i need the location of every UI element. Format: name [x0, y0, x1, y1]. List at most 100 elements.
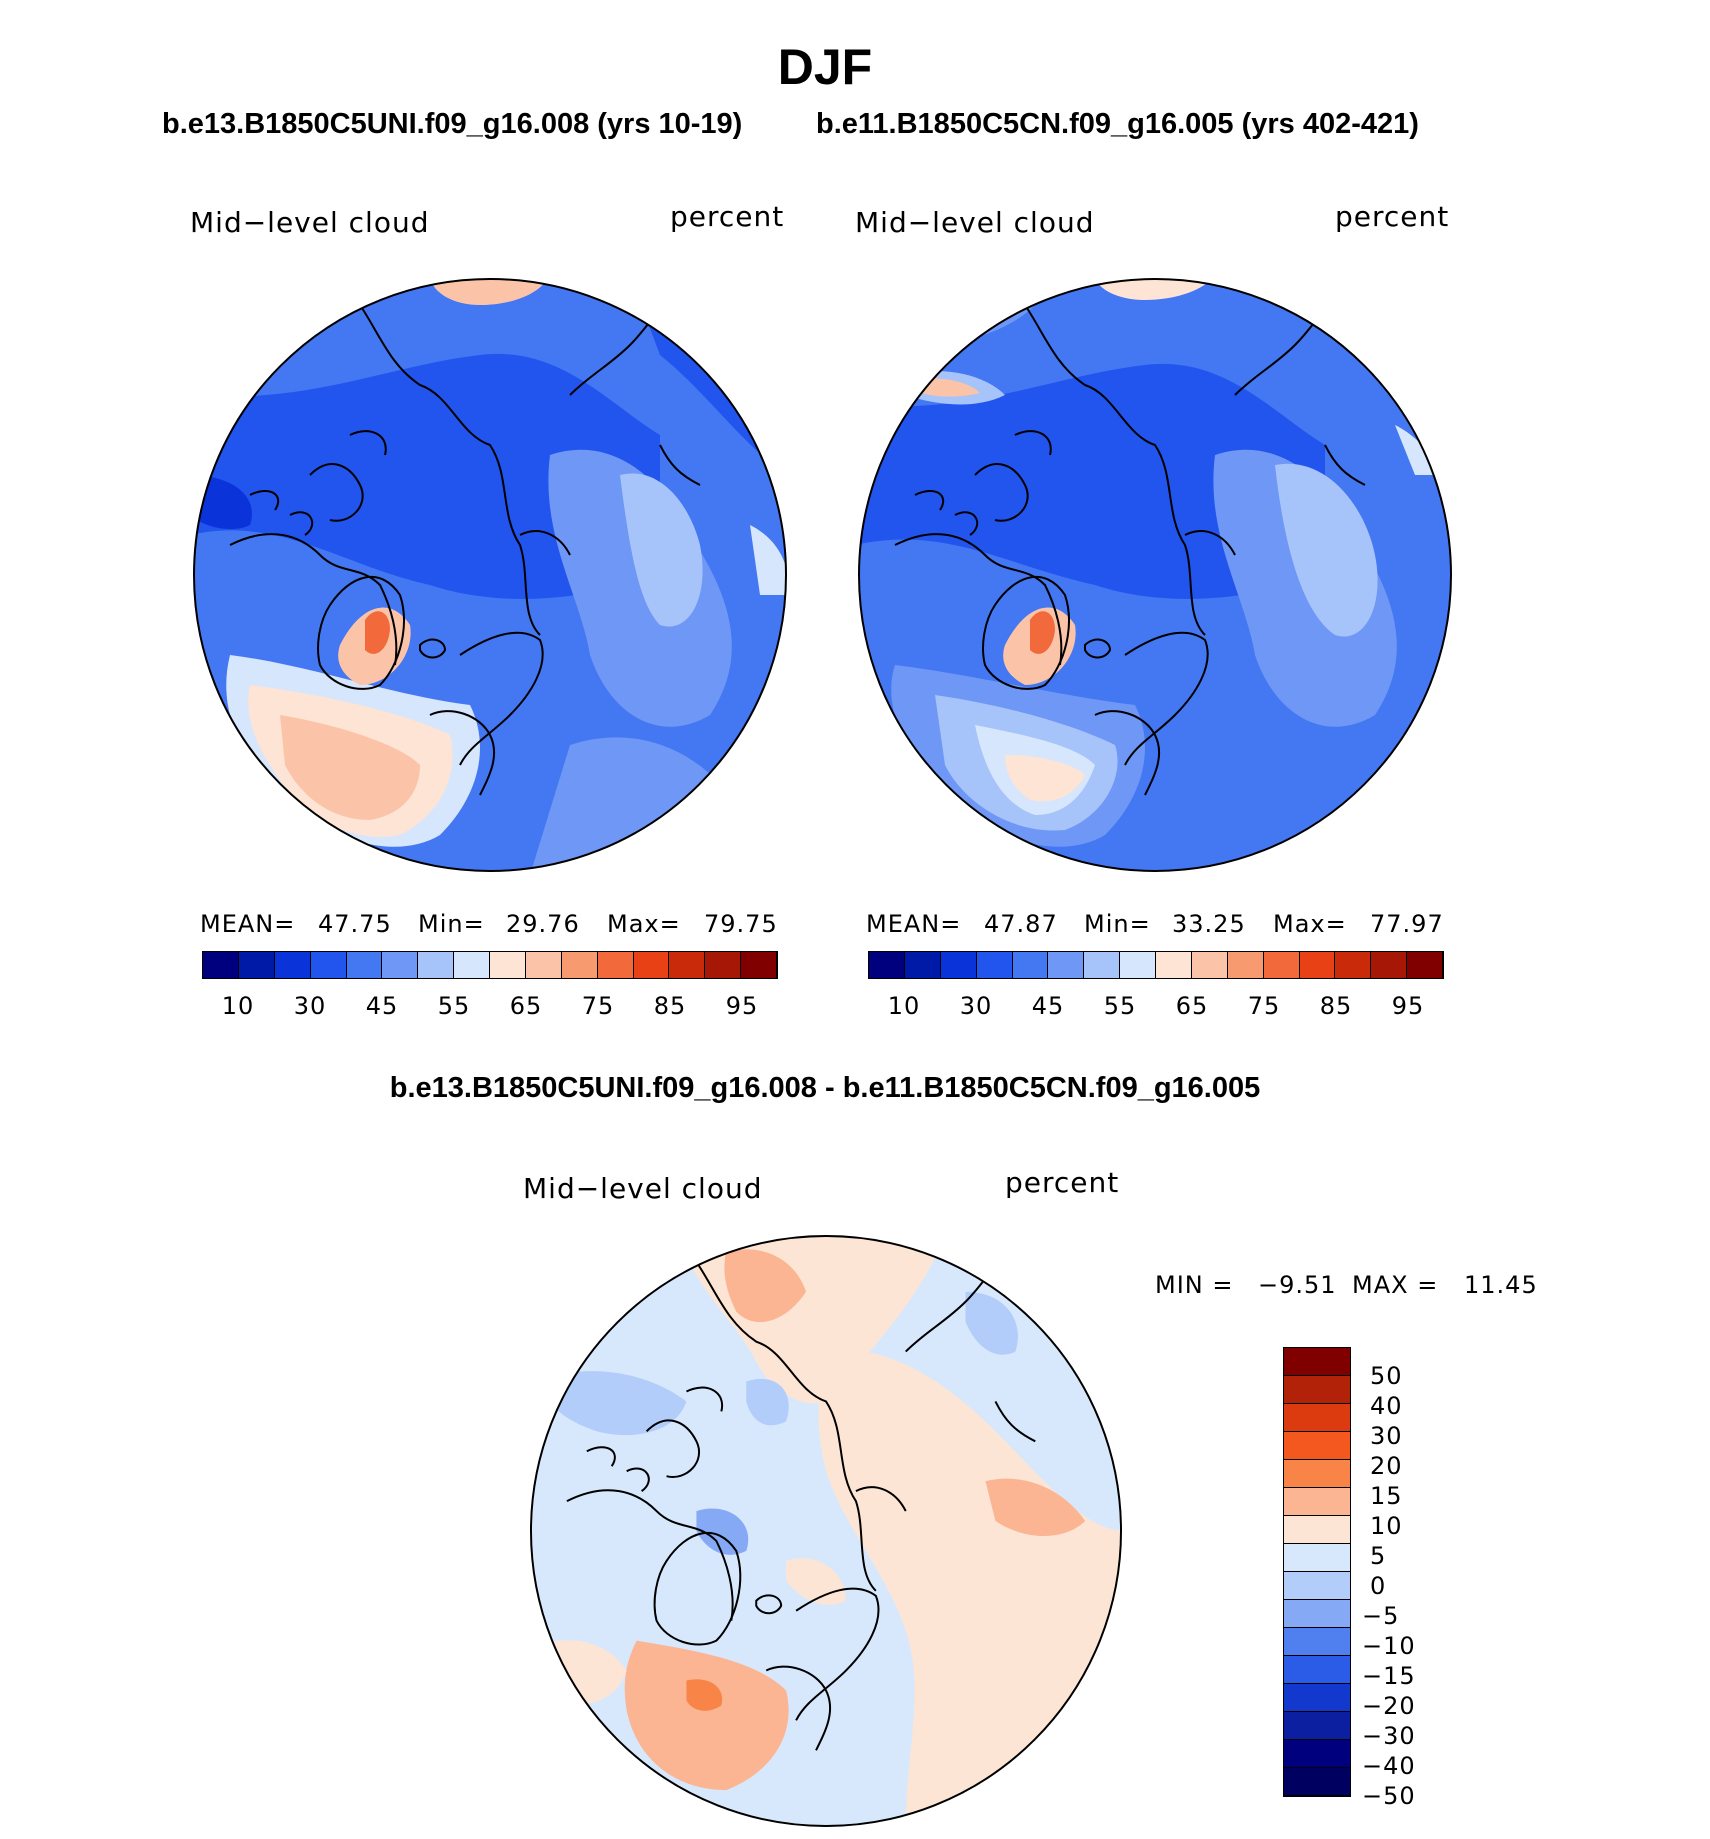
colorbar-cell [976, 952, 1013, 978]
panel-b-colorbar-tick: 55 [1103, 992, 1137, 1020]
panel-b-min-value: 33.25 [1172, 910, 1246, 938]
difference-colorbar-tick: 10 [1370, 1512, 1403, 1540]
difference-units-label: percent [1005, 1166, 1120, 1199]
difference-colorbar-tick: 40 [1370, 1392, 1403, 1420]
difference-colorbar [1283, 1347, 1351, 1797]
panel-a-colorbar-tick: 30 [293, 992, 327, 1020]
panel-a-mean-value: 47.75 [318, 910, 392, 938]
colorbar-cell [418, 952, 455, 978]
colorbar-cell [1371, 952, 1408, 978]
panel-a-variable-label: Mid−level cloud [190, 206, 430, 239]
panel-a-colorbar-tick: 85 [653, 992, 687, 1020]
difference-min-label: MIN = [1155, 1271, 1234, 1299]
colorbar-cell [1048, 952, 1085, 978]
panel-a-mean-label: MEAN= [200, 910, 296, 938]
colorbar-cell [274, 952, 311, 978]
difference-colorbar-tick: 50 [1370, 1362, 1403, 1390]
difference-colorbar-tick: −20 [1362, 1692, 1416, 1720]
panel-b-colorbar-tick: 75 [1247, 992, 1281, 1020]
panel-a-min-label: Min= [418, 910, 485, 938]
colorbar-cell [1284, 1656, 1350, 1684]
panel-b-min-label: Min= [1084, 910, 1151, 938]
colorbar-cell [238, 952, 275, 978]
colorbar-cell [1227, 952, 1264, 978]
colorbar-cell [1284, 1684, 1350, 1712]
panel-a-units-label: percent [670, 200, 785, 233]
colorbar-cell [1156, 952, 1192, 978]
panel-b-mean-value: 47.87 [984, 910, 1058, 938]
colorbar-cell [597, 952, 634, 978]
difference-map [529, 1234, 1123, 1828]
panel-b-units-label: percent [1335, 200, 1450, 233]
difference-max-label: MAX = [1352, 1271, 1439, 1299]
difference-colorbar-tick: 20 [1370, 1452, 1403, 1480]
colorbar-cell [705, 952, 742, 978]
panel-b-mean-label: MEAN= [866, 910, 962, 938]
colorbar-cell [1299, 952, 1336, 978]
colorbar-cell [1012, 952, 1049, 978]
difference-colorbar-tick: −10 [1362, 1632, 1416, 1660]
colorbar-cell [1284, 1768, 1350, 1796]
panel-a-map [193, 278, 787, 872]
colorbar-cell [1084, 952, 1121, 978]
panel-b-max-value: 77.97 [1370, 910, 1444, 938]
difference-max-value: 11.45 [1464, 1271, 1538, 1299]
panel-b-variable-label: Mid−level cloud [855, 206, 1095, 239]
colorbar-cell [1284, 1348, 1350, 1376]
colorbar-cell [869, 952, 905, 978]
colorbar-cell [669, 952, 706, 978]
colorbar-cell [490, 952, 526, 978]
colorbar-cell [1284, 1488, 1350, 1516]
panel-a-colorbar-tick: 95 [725, 992, 759, 1020]
panel-b-max-label: Max= [1273, 910, 1347, 938]
colorbar-cell [904, 952, 941, 978]
colorbar-cell [1120, 952, 1156, 978]
difference-colorbar-tick: 30 [1370, 1422, 1403, 1450]
panel-a-subtitle: b.e13.B1850C5UNI.f09_g16.008 (yrs 10-19) [162, 108, 743, 140]
difference-colorbar-tick: −15 [1362, 1662, 1416, 1690]
panel-b-subtitle: b.e11.B1850C5CN.f09_g16.005 (yrs 402-421… [816, 108, 1419, 140]
difference-min-value: −9.51 [1258, 1271, 1337, 1299]
difference-title: b.e13.B1850C5UNI.f09_g16.008 - b.e11.B18… [389, 1072, 1261, 1104]
colorbar-cell [203, 952, 239, 978]
colorbar-cell [940, 952, 977, 978]
panel-a-colorbar-tick: 55 [437, 992, 471, 1020]
difference-variable-label: Mid−level cloud [523, 1172, 763, 1205]
colorbar-cell [346, 952, 383, 978]
colorbar-cell [525, 952, 562, 978]
colorbar-cell [1263, 952, 1300, 978]
panel-b-colorbar-tick: 95 [1391, 992, 1425, 1020]
colorbar-cell [1284, 1628, 1350, 1656]
colorbar-cell [1407, 952, 1443, 978]
colorbar-cell [1284, 1572, 1350, 1600]
colorbar-cell [561, 952, 598, 978]
colorbar-cell [1284, 1740, 1350, 1768]
difference-colorbar-tick: 15 [1370, 1482, 1403, 1510]
colorbar-cell [454, 952, 490, 978]
panel-a-max-label: Max= [607, 910, 681, 938]
panel-a-colorbar-tick: 75 [581, 992, 615, 1020]
panel-a-colorbar-tick: 10 [221, 992, 255, 1020]
colorbar-cell [310, 952, 347, 978]
colorbar-cell [1284, 1600, 1350, 1628]
difference-colorbar-tick: −50 [1362, 1782, 1416, 1810]
colorbar-cell [1335, 952, 1372, 978]
colorbar-cell [1284, 1404, 1350, 1432]
panel-b-colorbar [868, 951, 1444, 979]
colorbar-cell [1191, 952, 1228, 978]
difference-colorbar-tick: −5 [1362, 1602, 1400, 1630]
panel-a-max-value: 79.75 [704, 910, 778, 938]
colorbar-cell [1284, 1544, 1350, 1572]
colorbar-cell [1284, 1376, 1350, 1404]
panel-a-colorbar-tick: 45 [365, 992, 399, 1020]
panel-b-map [858, 278, 1452, 872]
main-title: DJF [777, 39, 873, 95]
colorbar-cell [1284, 1432, 1350, 1460]
colorbar-cell [1284, 1712, 1350, 1740]
difference-colorbar-tick: 5 [1370, 1542, 1387, 1570]
colorbar-cell [382, 952, 419, 978]
difference-colorbar-tick: −30 [1362, 1722, 1416, 1750]
difference-colorbar-tick: 0 [1370, 1572, 1387, 1600]
colorbar-cell [741, 952, 777, 978]
panel-b-colorbar-tick: 10 [887, 992, 921, 1020]
